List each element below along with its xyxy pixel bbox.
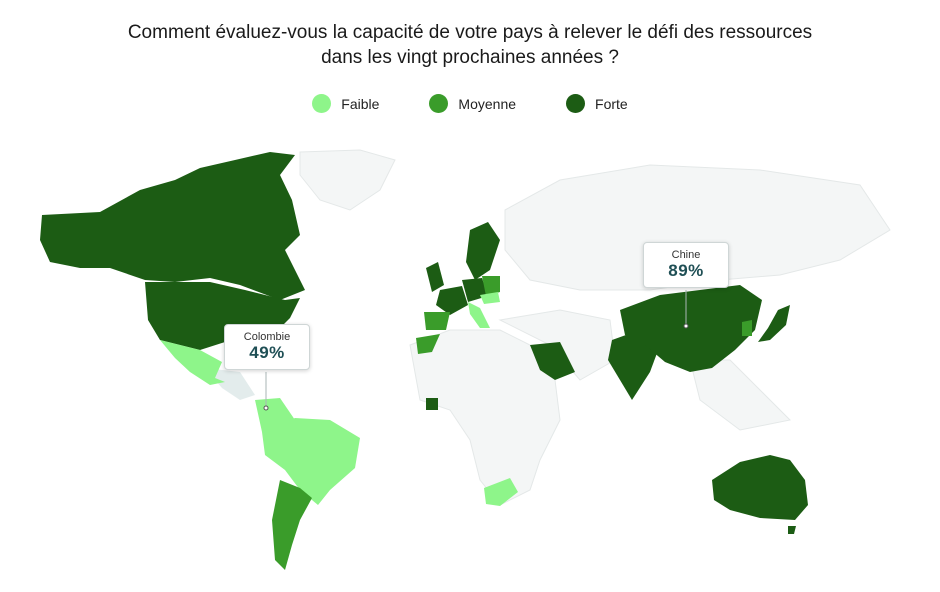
- country-morocco[interactable]: [416, 334, 440, 354]
- country-india[interactable]: [608, 330, 660, 400]
- legend-dot-moyenne: [429, 94, 449, 113]
- legend-dot-faible: [312, 94, 332, 113]
- country-italy[interactable]: [468, 302, 490, 328]
- africa-region: [409, 329, 561, 506]
- greenland-region: [299, 149, 396, 211]
- legend-label-forte: Forte: [595, 95, 628, 112]
- title-line-1: Comment évaluez-vous la capacité de votr…: [127, 22, 813, 43]
- country-scandinavia[interactable]: [466, 222, 500, 280]
- country-argentina[interactable]: [272, 480, 312, 570]
- tooltip-china: Chine 89%: [643, 242, 729, 288]
- tooltip-colombia: Colombie 49%: [224, 324, 310, 370]
- country-south-africa[interactable]: [484, 478, 518, 506]
- country-australia[interactable]: [712, 455, 808, 520]
- tooltip-colombia-value: 49%: [249, 343, 285, 362]
- tooltip-china-value: 89%: [668, 261, 704, 280]
- country-mexico[interactable]: [160, 340, 225, 385]
- legend: Faible Moyenne Forte: [0, 94, 940, 113]
- country-spain[interactable]: [424, 312, 450, 330]
- legend-label-moyenne: Moyenne: [458, 95, 517, 112]
- tooltip-china-country: Chine: [671, 249, 701, 261]
- title-line-2: dans les vingt prochaines années ?: [321, 47, 619, 68]
- legend-item-faible[interactable]: Faible: [312, 94, 379, 113]
- country-new-zealand-tasmania[interactable]: [788, 526, 796, 534]
- country-uk[interactable]: [426, 262, 444, 292]
- russia-region: [504, 164, 891, 291]
- legend-dot-forte: [566, 94, 586, 113]
- country-ivory-coast[interactable]: [426, 398, 438, 410]
- country-france[interactable]: [436, 286, 468, 315]
- country-central-europe[interactable]: [480, 292, 500, 304]
- legend-label-faible: Faible: [341, 95, 380, 112]
- se-asia-region: [689, 359, 792, 431]
- country-brazil[interactable]: [262, 418, 360, 505]
- legend-item-moyenne[interactable]: Moyenne: [429, 94, 516, 113]
- country-poland[interactable]: [482, 276, 500, 296]
- legend-item-forte[interactable]: Forte: [566, 94, 628, 113]
- central-america-region: [205, 368, 255, 400]
- chart-title: Comment évaluez-vous la capacité de votr…: [0, 20, 940, 70]
- country-canada[interactable]: [40, 152, 305, 300]
- colombia-pointer-dot: [263, 405, 269, 411]
- country-saudi-arabia[interactable]: [530, 342, 575, 380]
- tooltip-colombia-country: Colombie: [243, 331, 291, 343]
- country-china[interactable]: [620, 285, 762, 372]
- china-pointer-dot: [683, 323, 689, 329]
- country-japan[interactable]: [758, 305, 790, 342]
- country-korea[interactable]: [742, 320, 752, 336]
